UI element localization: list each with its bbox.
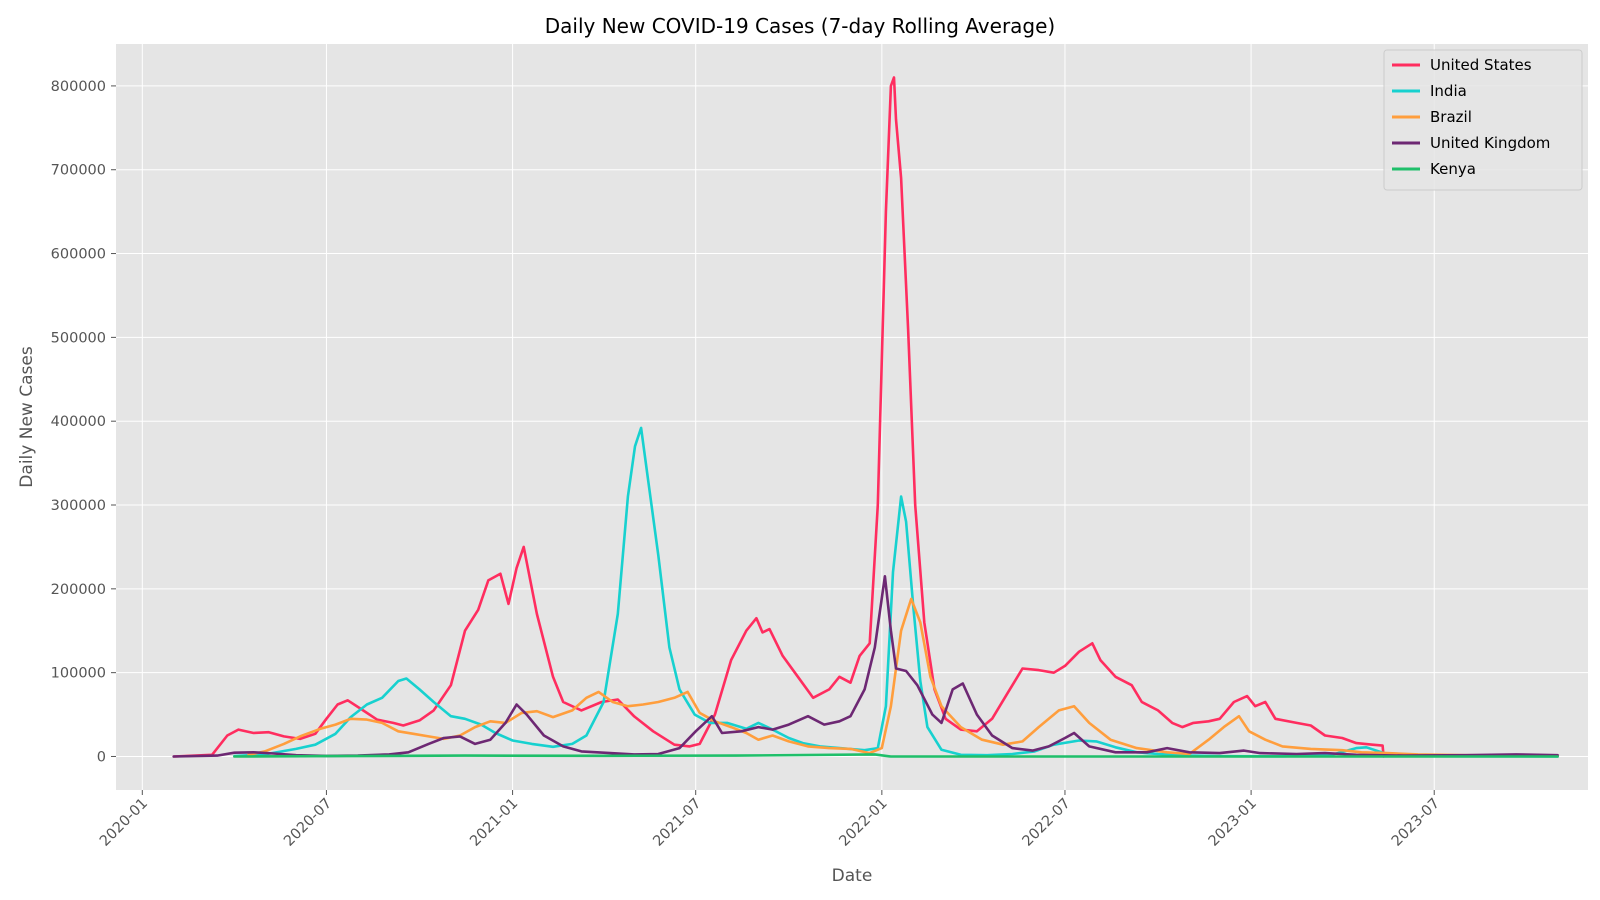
- y-axis-ticks: 0 100000 200000 300000 400000 500000 600000 700…: [51, 79, 116, 765]
- x-tick-label: 2022-07: [1020, 796, 1074, 850]
- legend-label-india: India: [1430, 82, 1467, 100]
- legend-label-brazil: Brazil: [1430, 108, 1472, 126]
- y-tick-label: 300000: [51, 498, 106, 514]
- series-line-kenya: [233, 753, 1559, 758]
- y-tick-label: 600000: [51, 247, 106, 263]
- series-lines: [172, 76, 1559, 758]
- x-axis-ticks: 2020-01 2020-07 2021-01 2021-07 2022-01 2022-…: [97, 790, 1443, 850]
- x-tick-label: 2021-07: [650, 796, 704, 850]
- x-tick-label: 2023-07: [1389, 796, 1443, 850]
- series-line-india: [233, 426, 1559, 758]
- series-line-united-states: [172, 76, 1385, 758]
- legend-label-united-states: United States: [1430, 56, 1532, 74]
- x-axis-label: Date: [832, 866, 873, 886]
- legend: United States India Brazil United Kingdom Ke…: [1383, 49, 1583, 191]
- y-tick-label: 500000: [51, 330, 106, 346]
- x-tick-label: 2020-01: [97, 796, 151, 850]
- y-tick-label: 200000: [51, 582, 106, 598]
- x-tick-label: 2020-07: [281, 796, 335, 850]
- y-tick-label: 800000: [51, 79, 106, 95]
- legend-label-united-kingdom: United Kingdom: [1430, 134, 1550, 152]
- chart-title: Daily New COVID-19 Cases (7-day Rolling …: [545, 14, 1055, 38]
- y-tick-label: 0: [97, 749, 106, 765]
- legend-label-kenya: Kenya: [1430, 160, 1476, 178]
- x-tick-label: 2023-01: [1206, 796, 1260, 850]
- y-axis-label: Daily New Cases: [17, 346, 37, 488]
- y-tick-label: 400000: [51, 414, 106, 430]
- x-tick-label: 2021-01: [467, 796, 521, 850]
- plot-area: [116, 44, 1588, 790]
- legend-box: [1383, 49, 1583, 191]
- x-tick-label: 2022-01: [837, 796, 891, 850]
- y-tick-label: 700000: [51, 163, 106, 179]
- y-tick-label: 100000: [51, 666, 106, 682]
- series-line-united-kingdom: [172, 575, 1559, 758]
